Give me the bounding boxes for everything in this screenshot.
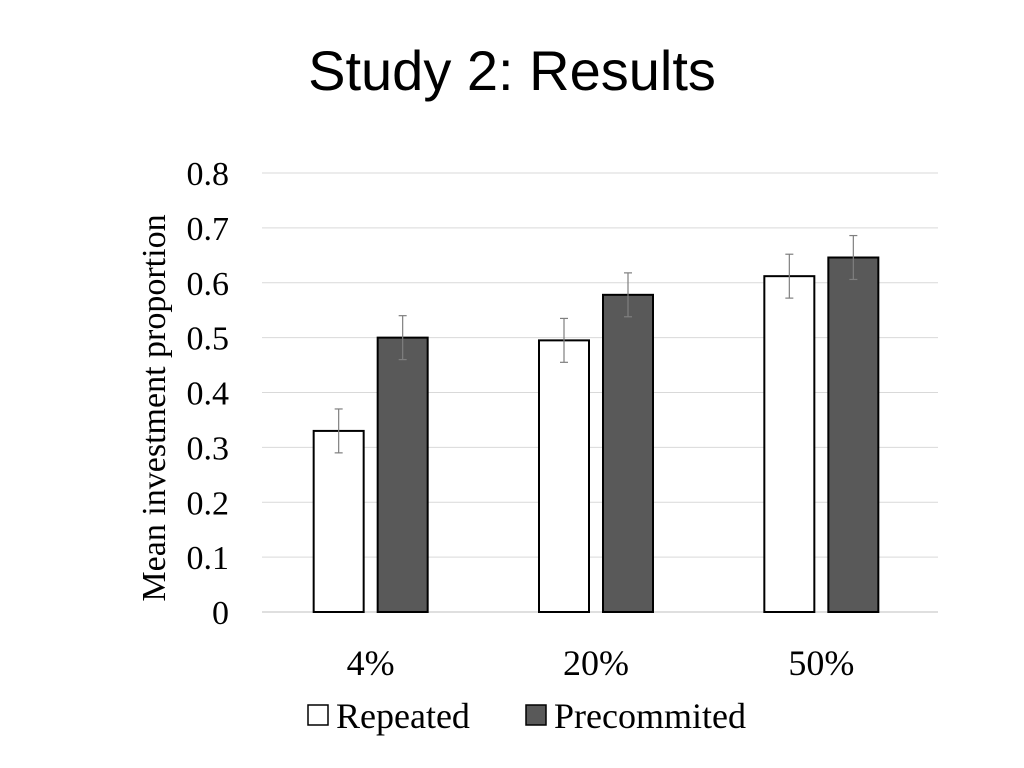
y-tick-label: 0.1 <box>187 540 230 577</box>
bar-precommited-0 <box>376 336 429 613</box>
bars <box>312 234 880 613</box>
bar-repeated-1 <box>538 339 590 613</box>
legend-item-precommited: Precommited <box>525 696 746 736</box>
bar-precommited-2 <box>827 256 880 613</box>
chart-title: Study 2: Results <box>308 39 716 102</box>
legend-item-repeated: Repeated <box>307 696 470 736</box>
x-tick-label: 50% <box>788 643 854 683</box>
bar-repeated-2 <box>763 275 816 613</box>
y-tick-label: 0 <box>212 595 229 632</box>
legend-label: Precommited <box>554 696 746 736</box>
x-tick-label: 4% <box>347 643 395 683</box>
y-tick-label: 0.5 <box>187 321 230 358</box>
legend-swatch <box>307 704 329 726</box>
y-tick-labels: 0 0.1 0.2 0.3 0.4 0.5 0.6 0.7 0.8 <box>187 156 230 632</box>
x-tick-label: 20% <box>563 643 629 683</box>
y-tick-label: 0.8 <box>187 156 230 193</box>
gridlines <box>262 172 938 613</box>
bar-repeated-0 <box>312 429 365 613</box>
x-tick-labels: 4% 20% 50% <box>347 643 855 683</box>
y-tick-label: 0.6 <box>187 266 230 303</box>
y-tick-label: 0.7 <box>187 211 230 248</box>
y-tick-label: 0.4 <box>187 376 230 413</box>
y-tick-label: 0.2 <box>187 485 230 522</box>
y-axis-label: Mean investment proportion <box>136 214 173 601</box>
y-tick-label: 0.3 <box>187 430 230 467</box>
bar-precommited-1 <box>602 293 654 613</box>
legend: Repeated Precommited <box>307 696 746 736</box>
legend-label: Repeated <box>336 696 470 736</box>
legend-swatch <box>525 704 547 726</box>
